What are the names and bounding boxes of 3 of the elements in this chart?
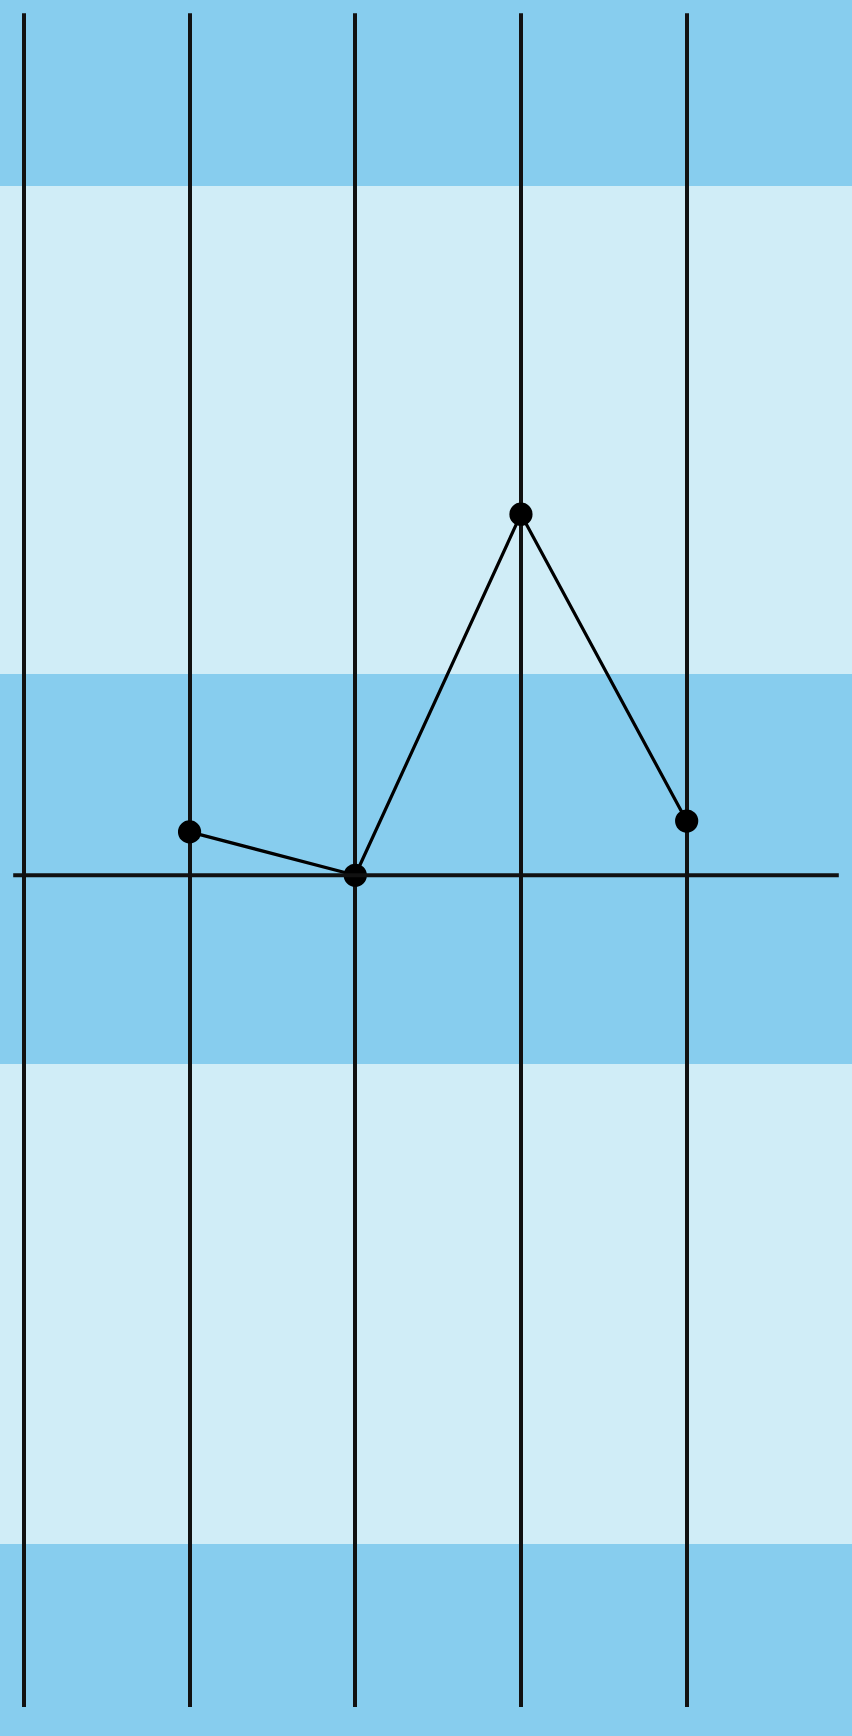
point — [177, 820, 202, 844]
point — [675, 809, 699, 833]
point — [509, 502, 533, 526]
